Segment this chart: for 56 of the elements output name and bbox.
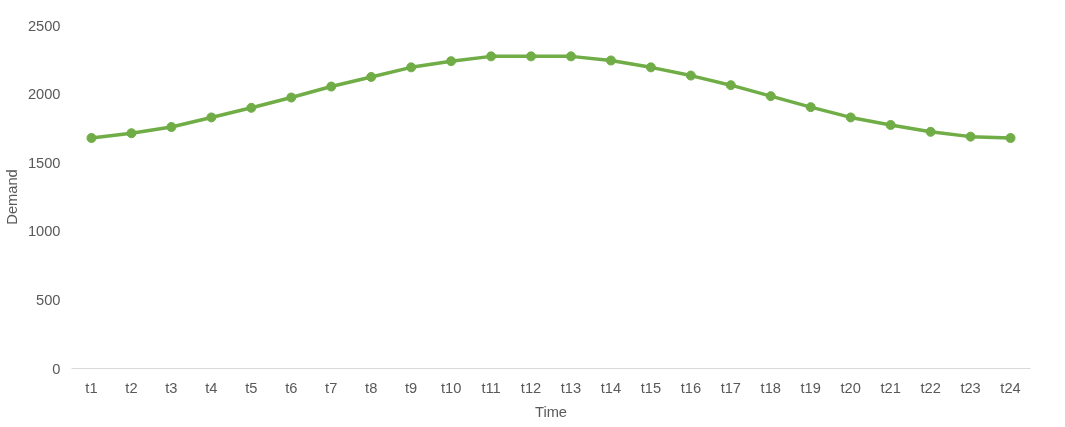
point — [126, 128, 137, 139]
x-axis-title: Time — [534, 403, 568, 420]
point — [725, 80, 736, 91]
y-tick-label: 0 — [52, 360, 61, 377]
y-tick-label: 1500 — [27, 154, 61, 171]
x-tick-label: t14 — [600, 379, 622, 396]
point — [565, 51, 576, 62]
x-tick-label: t12 — [520, 379, 542, 396]
x-tick-label: t6 — [285, 379, 298, 396]
point — [765, 91, 776, 102]
x-tick-label: t21 — [880, 379, 901, 396]
y-tick-label: 1000 — [27, 223, 61, 240]
point — [286, 92, 297, 103]
point — [645, 62, 656, 73]
point — [805, 102, 816, 113]
x-tick-label: t1 — [85, 379, 98, 396]
x-tick-label: t11 — [481, 379, 501, 396]
x-tick-label: t17 — [720, 379, 741, 396]
point — [366, 71, 377, 82]
point — [446, 56, 457, 67]
x-tick-label: t22 — [920, 379, 941, 396]
point — [605, 55, 616, 66]
x-tick-label: t23 — [960, 379, 981, 396]
point — [526, 51, 537, 62]
x-tick-label: t5 — [245, 379, 258, 396]
point — [326, 81, 337, 92]
x-tick-label: t20 — [840, 379, 861, 396]
point — [486, 51, 497, 62]
point — [925, 126, 936, 137]
point — [845, 112, 856, 123]
x-tick-label: t7 — [325, 379, 338, 396]
point — [206, 112, 217, 123]
y-tick-label: 2500 — [27, 17, 61, 34]
x-tick-label: t10 — [440, 379, 462, 396]
point — [166, 122, 177, 133]
point — [246, 102, 257, 113]
x-tick-label: t9 — [405, 379, 418, 396]
x-tick-label: t15 — [640, 379, 662, 396]
x-tick-label: t18 — [760, 379, 781, 396]
point — [965, 131, 976, 142]
x-tick-label: t16 — [680, 379, 702, 396]
x-tick-label: t13 — [560, 379, 582, 396]
y-axis-title: Demand — [3, 169, 20, 225]
point — [685, 70, 696, 81]
x-tick-label: t2 — [125, 379, 138, 396]
point — [885, 119, 896, 130]
point — [86, 133, 97, 143]
x-tick-label: t8 — [365, 379, 378, 396]
y-tick-label: 2000 — [27, 86, 61, 103]
x-tick-label: t24 — [1000, 379, 1021, 396]
x-tick-label: t4 — [205, 379, 218, 396]
x-tick-label: t3 — [165, 379, 178, 396]
point — [1005, 133, 1016, 143]
x-tick-label: t19 — [800, 379, 821, 396]
y-tick-label: 500 — [36, 291, 61, 308]
point — [406, 62, 417, 73]
